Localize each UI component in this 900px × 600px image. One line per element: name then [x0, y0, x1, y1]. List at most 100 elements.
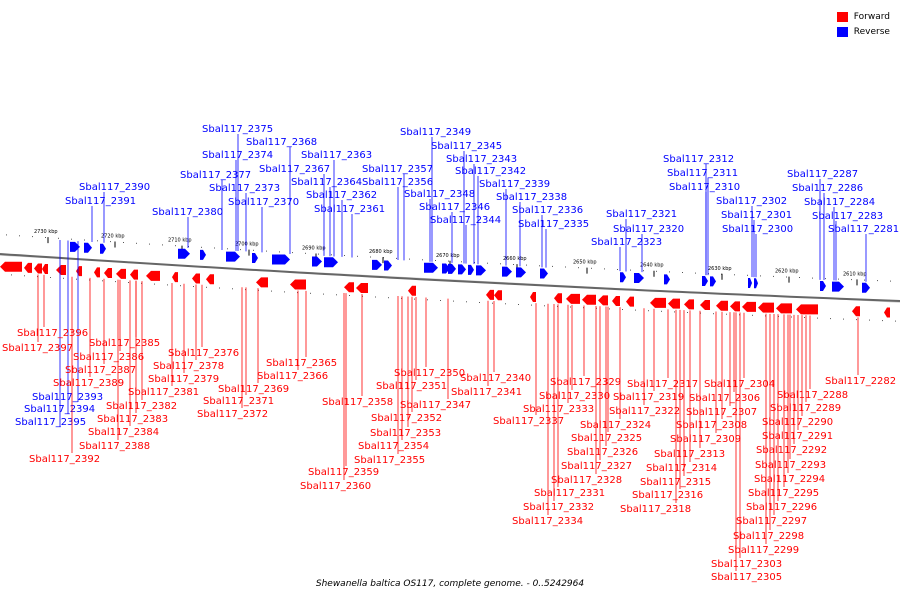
- dot-mark: [617, 269, 618, 270]
- forward-gene-arrow: [408, 285, 416, 296]
- ruler-tick-label: 2710 kbp: [168, 238, 192, 244]
- dot-mark: [292, 252, 293, 254]
- dot-mark: [453, 300, 454, 302]
- ruler-tick-label: 2640 kbp: [640, 263, 664, 269]
- forward-gene-arrow: [776, 303, 792, 314]
- gene-label-sbal117-2395: Sbal117_2395: [15, 417, 86, 428]
- dot-mark: [474, 262, 475, 263]
- dot-mark: [206, 286, 207, 288]
- dot-mark: [630, 269, 631, 271]
- dot-mark: [84, 239, 85, 241]
- dot-mark: [323, 293, 324, 295]
- dot-mark: [76, 278, 77, 280]
- reverse-gene-arrow: [516, 267, 526, 278]
- forward-gene-arrow: [612, 295, 620, 306]
- gene-label-sbal117-2343: Sbal117_2343: [446, 154, 517, 165]
- gene-label-sbal117-2382: Sbal117_2382: [106, 401, 177, 412]
- legend-reverse-label: Reverse: [853, 26, 890, 37]
- gene-label-sbal117-2334: Sbal117_2334: [512, 516, 583, 527]
- gene-label-sbal117-2387: Sbal117_2387: [65, 365, 136, 376]
- dot-mark: [141, 282, 142, 284]
- reverse-gene-arrow: [476, 265, 486, 276]
- reverse-gene-arrow: [754, 278, 758, 289]
- gene-label-sbal117-2328: Sbal117_2328: [551, 475, 622, 486]
- dot-mark: [726, 313, 727, 315]
- dot-mark: [864, 279, 865, 281]
- gene-label-sbal117-2373: Sbal117_2373: [209, 183, 280, 194]
- dot-mark: [609, 308, 610, 310]
- dot-mark: [760, 275, 761, 277]
- dot-mark: [596, 307, 597, 309]
- gene-label-sbal117-2357: Sbal117_2357: [362, 164, 433, 175]
- forward-gene-arrow: [130, 269, 138, 280]
- dot-mark: [19, 235, 20, 237]
- forward-gene-arrow: [796, 304, 818, 315]
- dot-mark: [895, 320, 896, 322]
- dot-mark: [869, 319, 870, 321]
- gene-label-sbal117-2370: Sbal117_2370: [228, 197, 299, 208]
- forward-gene-arrow: [566, 293, 580, 304]
- dot-mark: [578, 267, 579, 269]
- gene-label-sbal117-2340: Sbal117_2340: [460, 373, 531, 384]
- gene-label-sbal117-2283: Sbal117_2283: [812, 211, 883, 222]
- legend-reverse: Reverse: [836, 24, 890, 39]
- gene-label-sbal117-2379: Sbal117_2379: [148, 374, 219, 385]
- gene-label-sbal117-2371: Sbal117_2371: [203, 396, 274, 407]
- gene-label-sbal117-2386: Sbal117_2386: [73, 352, 144, 363]
- legend-forward-label: Forward: [853, 11, 890, 22]
- gene-label-sbal117-2365: Sbal117_2365: [266, 358, 337, 369]
- dot-mark: [279, 251, 280, 253]
- genome-caption: Shewanella baltica OS117, complete genom…: [315, 579, 585, 589]
- dot-mark: [799, 277, 800, 278]
- dot-mark: [136, 242, 137, 244]
- gene-label-sbal117-2392: Sbal117_2392: [29, 454, 100, 465]
- gene-label-sbal117-2394: Sbal117_2394: [24, 404, 95, 415]
- gene-label-sbal117-2315: Sbal117_2315: [640, 477, 711, 488]
- forward-gene-arrow: [668, 298, 680, 309]
- gene-label-sbal117-2397: Sbal117_2397: [2, 343, 73, 354]
- dot-mark: [708, 273, 709, 275]
- dot-mark: [526, 264, 527, 266]
- dot-mark: [71, 238, 72, 240]
- reverse-gene-arrow: [832, 281, 844, 292]
- gene-label-sbal117-2303: Sbal117_2303: [711, 559, 782, 570]
- gene-label-sbal117-2369: Sbal117_2369: [218, 384, 289, 395]
- dot-mark: [713, 313, 714, 315]
- forward-gene-arrow: [42, 263, 48, 274]
- gene-label-sbal117-2355: Sbal117_2355: [354, 455, 425, 466]
- gene-label-sbal117-2301: Sbal117_2301: [721, 210, 792, 221]
- gene-label-sbal117-2351: Sbal117_2351: [376, 381, 447, 392]
- dot-mark: [843, 318, 844, 320]
- gene-label-sbal117-2348: Sbal117_2348: [404, 189, 475, 200]
- dot-mark: [825, 278, 826, 280]
- dot-mark: [362, 295, 363, 297]
- reverse-gene-arrow: [226, 251, 240, 262]
- gene-label-sbal117-2320: Sbal117_2320: [613, 224, 684, 235]
- forward-gene-arrow: [356, 283, 368, 294]
- gene-label-sbal117-2352: Sbal117_2352: [371, 413, 442, 424]
- dot-mark: [37, 276, 38, 278]
- dot-mark: [271, 290, 272, 292]
- ruler-tick-label: 2610 kbp: [843, 271, 867, 277]
- dot-mark: [752, 314, 753, 316]
- gene-label-sbal117-2338: Sbal117_2338: [496, 192, 567, 203]
- forward-gene-arrow: [76, 266, 82, 277]
- gene-label-sbal117-2291: Sbal117_2291: [762, 431, 833, 442]
- ruler-tick-label: 2700 kbp: [235, 242, 259, 248]
- dot-mark: [747, 274, 748, 276]
- dot-mark: [656, 270, 657, 272]
- dot-mark: [552, 265, 553, 267]
- gene-label-sbal117-2385: Sbal117_2385: [89, 338, 160, 349]
- dot-mark: [97, 240, 98, 242]
- gene-label-sbal117-2316: Sbal117_2316: [632, 490, 703, 501]
- forward-gene-arrow: [554, 293, 562, 304]
- dot-mark: [817, 317, 818, 319]
- forward-gene-arrow: [742, 301, 756, 312]
- gene-label-sbal117-2366: Sbal117_2366: [257, 371, 328, 382]
- dot-mark: [11, 274, 12, 276]
- forward-gene-arrow: [192, 273, 200, 284]
- dot-mark: [201, 246, 202, 248]
- dot-mark: [162, 244, 163, 246]
- forward-gene-arrow: [700, 300, 710, 311]
